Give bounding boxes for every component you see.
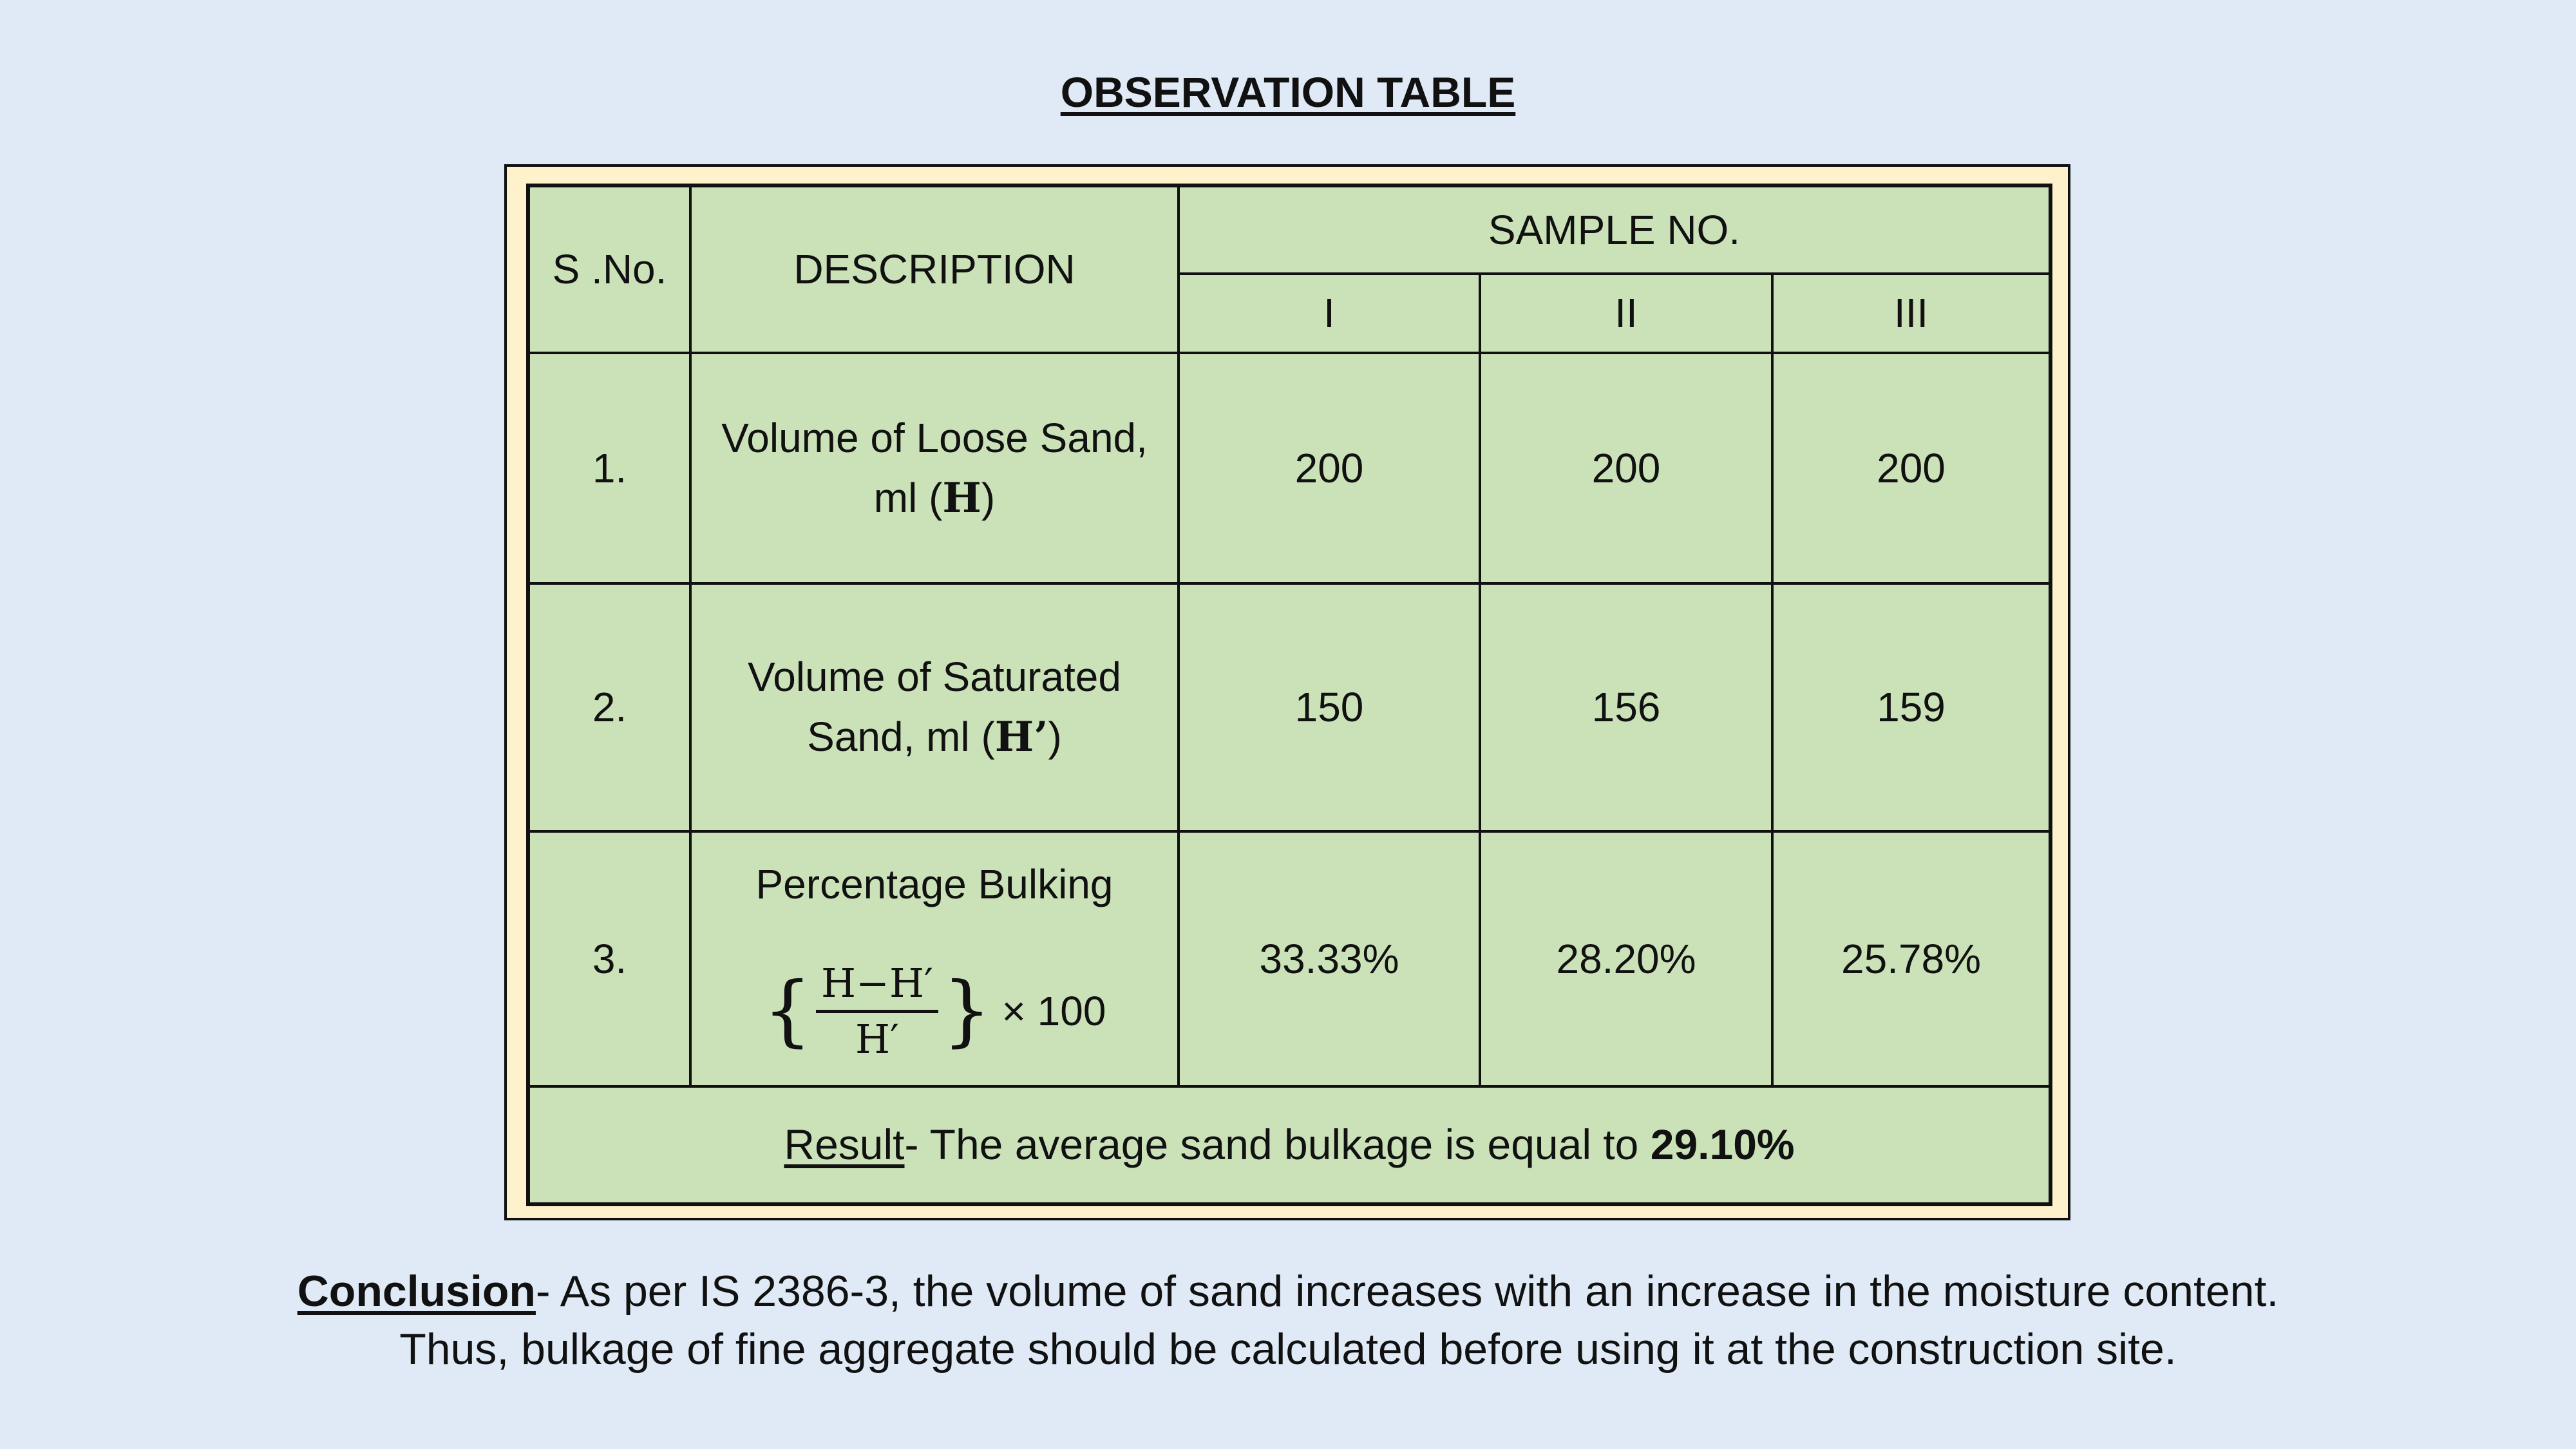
row-description: Volume of Saturated Sand, ml (H’) [689, 582, 1180, 833]
description-text: Percentage Bulking [755, 860, 1113, 907]
header-sample-3: III [1770, 272, 2052, 354]
row-value-sample-2: 156 [1479, 582, 1774, 833]
bulking-formula: { H−H′ H′ } × 100 [763, 960, 1106, 1064]
row-value-sample-3: 159 [1770, 582, 2052, 833]
result-cell: Result- The average sand bulkage is equa… [526, 1085, 2052, 1206]
conclusion-line-2: Thus, bulkage of fine aggregate should b… [399, 1325, 2177, 1374]
table-row: 3. Percentage Bulking { H−H′ H′ } × 100 … [527, 830, 2052, 1088]
description-close: ) [1048, 714, 1062, 760]
conclusion-text-1: - As per IS 2386-3, the volume of sand i… [535, 1267, 2279, 1316]
conclusion: Conclusion- As per IS 2386-3, the volume… [0, 1262, 2576, 1379]
row-sno: 3. [527, 830, 692, 1088]
formula-open-brace: { [762, 966, 812, 1056]
row-value-sample-2: 200 [1479, 352, 1774, 585]
conclusion-label: Conclusion [297, 1267, 536, 1316]
symbol-h-prime: H’ [994, 713, 1048, 761]
description-text: Volume of Loose Sand, ml ( [721, 414, 1148, 521]
table-frame: S .No. DESCRIPTION SAMPLE NO. I II III 1… [504, 164, 2070, 1220]
header-sample-1: I [1177, 272, 1481, 354]
row-value-sample-1: 33.33% [1177, 830, 1481, 1088]
row-sno: 1. [527, 352, 692, 585]
result-label: Result [784, 1121, 905, 1169]
formula-fraction: H−H′ H′ [815, 960, 939, 1064]
result-value: 29.10% [1650, 1121, 1795, 1169]
header-description: DESCRIPTION [689, 184, 1180, 354]
row-sno: 2. [527, 582, 692, 833]
table-row: 2. Volume of Saturated Sand, ml (H’) 150… [527, 582, 2052, 833]
header-row: S .No. DESCRIPTION SAMPLE NO. [527, 184, 2052, 354]
formula-close-brace: } [942, 966, 992, 1056]
formula-multiplier: × 100 [1001, 987, 1106, 1034]
header-sample-no: SAMPLE NO. [1177, 184, 2052, 275]
header-sno: S .No. [527, 184, 692, 354]
description-text: Volume of Saturated Sand, ml ( [748, 654, 1121, 760]
page-title: OBSERVATION TABLE [1060, 68, 1516, 116]
sample-header-row: I II III [528, 272, 2052, 354]
row-value-sample-3: 25.78% [1770, 830, 2052, 1088]
row-value-sample-3: 200 [1770, 352, 2052, 585]
symbol-h: H [942, 473, 981, 522]
table-row: 1. Volume of Loose Sand, ml (H) 200 200 … [527, 352, 2052, 585]
conclusion-line-1: Conclusion- As per IS 2386-3, the volume… [0, 1262, 2576, 1320]
row-description: Volume of Loose Sand, ml (H) [689, 352, 1180, 585]
row-value-sample-1: 200 [1177, 352, 1481, 585]
header-sample-2: II [1479, 272, 1774, 354]
formula-denominator: H′ [855, 1015, 900, 1063]
observation-table: S .No. DESCRIPTION SAMPLE NO. I II III 1… [526, 184, 2053, 1206]
result-text: - The average sand bulkage is equal to [904, 1121, 1651, 1169]
row-description: Percentage Bulking { H−H′ H′ } × 100 [689, 830, 1180, 1088]
row-value-sample-1: 150 [1177, 582, 1481, 833]
formula-numerator: H−H′ [815, 960, 939, 1013]
description-close: ) [981, 474, 996, 521]
row-value-sample-2: 28.20% [1479, 830, 1774, 1088]
result-row: Result- The average sand bulkage is equa… [526, 1085, 2052, 1206]
